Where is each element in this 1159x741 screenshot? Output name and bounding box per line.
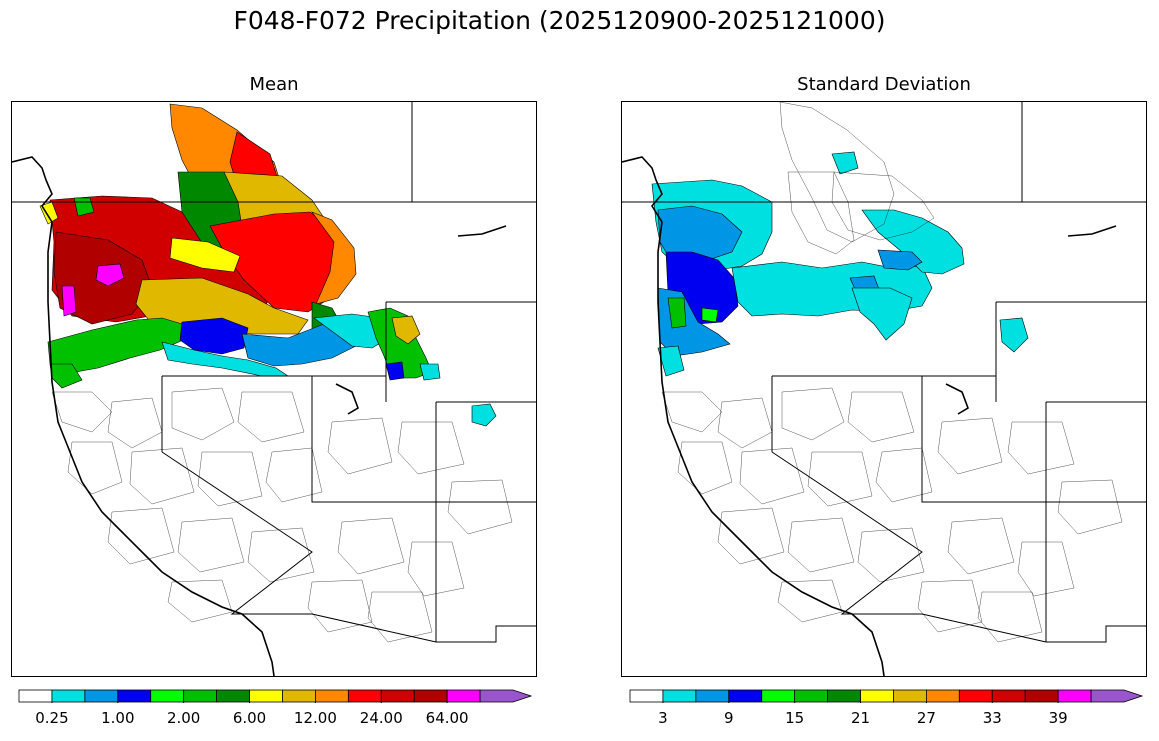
mean-precip-regions bbox=[39, 103, 497, 427]
colorbar-swatch bbox=[1057, 689, 1092, 703]
std-watersheds bbox=[661, 102, 1123, 643]
colorbar-swatch bbox=[117, 689, 152, 703]
region-gold-ne bbox=[391, 315, 421, 345]
colorbar-swatch bbox=[958, 689, 993, 703]
colorbar-swatch bbox=[695, 689, 730, 703]
colorbar-tick-label: 39 bbox=[1048, 709, 1068, 727]
colorbar-swatch bbox=[446, 689, 481, 703]
colorbar-swatch bbox=[662, 689, 697, 703]
std-green-or-2 bbox=[701, 307, 719, 323]
colorbar-swatch bbox=[827, 689, 861, 703]
region-cyan-far-ne bbox=[419, 363, 441, 381]
colorbar-swatch bbox=[1024, 689, 1059, 703]
region-blue-ne bbox=[385, 361, 405, 381]
colorbar-swatch bbox=[991, 689, 1026, 703]
std-state-boundaries bbox=[622, 102, 1146, 643]
colorbar-tick-label: 64.00 bbox=[425, 709, 469, 727]
region-lightblue-band bbox=[241, 323, 357, 367]
mean-panel-title: Mean bbox=[249, 74, 299, 95]
colorbar-swatch bbox=[18, 689, 53, 703]
colorbar-swatch bbox=[925, 689, 960, 703]
std-coastline bbox=[622, 156, 1117, 676]
region-orange-east bbox=[311, 211, 357, 305]
std-cyan-ne-band bbox=[851, 287, 913, 341]
std-map-svg bbox=[622, 102, 1146, 676]
region-yellow-central bbox=[169, 237, 241, 273]
region-magenta-2 bbox=[95, 263, 125, 287]
std-lightblue-east bbox=[877, 249, 923, 271]
colorbar-swatch bbox=[761, 689, 796, 703]
colorbar-swatch bbox=[216, 689, 250, 703]
mean-map-svg bbox=[12, 102, 536, 676]
colorbar-swatch bbox=[413, 689, 448, 703]
colorbar-swatch bbox=[347, 689, 382, 703]
std-cyan-east bbox=[861, 209, 965, 275]
colorbar-swatch bbox=[150, 689, 185, 703]
colorbar-tick-label: 1.00 bbox=[101, 709, 135, 727]
mean-map bbox=[11, 101, 537, 677]
colorbar-swatch bbox=[794, 689, 829, 703]
std-green-or bbox=[667, 297, 687, 329]
colorbar-swatch bbox=[893, 689, 927, 703]
std-cyan-north bbox=[831, 151, 859, 175]
colorbar-swatch bbox=[860, 689, 894, 703]
colorbar-swatch bbox=[1090, 689, 1143, 703]
colorbar-tick-label: 27 bbox=[916, 709, 936, 727]
colorbar-swatch bbox=[314, 689, 349, 703]
mean-state-boundaries bbox=[12, 102, 536, 643]
mean-watersheds bbox=[51, 387, 513, 643]
mean-colorbar-swatches bbox=[18, 689, 532, 703]
colorbar-tick-label: 21 bbox=[850, 709, 871, 727]
std-lightblue-wa bbox=[657, 205, 743, 263]
std-colorbar bbox=[629, 689, 1143, 703]
colorbar-swatch bbox=[84, 689, 119, 703]
region-blue-band bbox=[179, 317, 249, 355]
colorbar-swatch bbox=[51, 689, 86, 703]
mean-coastline bbox=[12, 156, 507, 676]
colorbar-swatch bbox=[282, 689, 316, 703]
std-cyan-right bbox=[999, 317, 1029, 353]
std-colorbar-swatches bbox=[629, 689, 1143, 703]
colorbar-swatch bbox=[629, 689, 664, 703]
mean-colorbar bbox=[18, 689, 532, 703]
colorbar-tick-label: 24.00 bbox=[359, 709, 403, 727]
colorbar-swatch bbox=[728, 689, 763, 703]
colorbar-tick-label: 15 bbox=[785, 709, 805, 727]
std-map bbox=[621, 101, 1147, 677]
std-panel-title: Standard Deviation bbox=[797, 74, 971, 95]
std-cyan-coast-s bbox=[657, 345, 685, 377]
colorbar-tick-label: 33 bbox=[982, 709, 1002, 727]
colorbar-tick-label: 2.00 bbox=[166, 709, 201, 727]
colorbar-tick-label: 0.25 bbox=[35, 709, 69, 727]
figure-title: F048-F072 Precipitation (2025120900-2025… bbox=[233, 6, 886, 35]
region-yellow-coast bbox=[39, 201, 59, 225]
std-regions bbox=[651, 151, 1029, 377]
colorbar-swatch bbox=[479, 689, 532, 703]
colorbar-swatch bbox=[249, 689, 283, 703]
colorbar-tick-label: 9 bbox=[724, 709, 734, 727]
colorbar-tick-label: 3 bbox=[658, 709, 668, 727]
colorbar-swatch bbox=[183, 689, 218, 703]
colorbar-tick-label: 6.00 bbox=[232, 709, 267, 727]
colorbar-swatch bbox=[380, 689, 415, 703]
colorbar-tick-label: 12.00 bbox=[293, 709, 337, 727]
region-cyan-isolated bbox=[471, 403, 497, 427]
region-magenta bbox=[61, 285, 77, 317]
